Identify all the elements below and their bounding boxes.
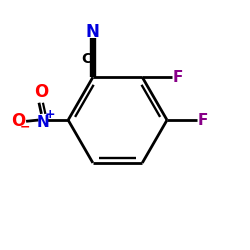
Text: +: + [45, 108, 56, 121]
Text: N: N [37, 115, 50, 130]
Text: N: N [86, 23, 100, 41]
Text: C: C [81, 52, 91, 66]
Text: F: F [198, 112, 208, 128]
Text: O: O [34, 82, 48, 100]
Text: O: O [12, 112, 26, 130]
Text: −: − [20, 120, 30, 133]
Text: F: F [173, 70, 183, 85]
